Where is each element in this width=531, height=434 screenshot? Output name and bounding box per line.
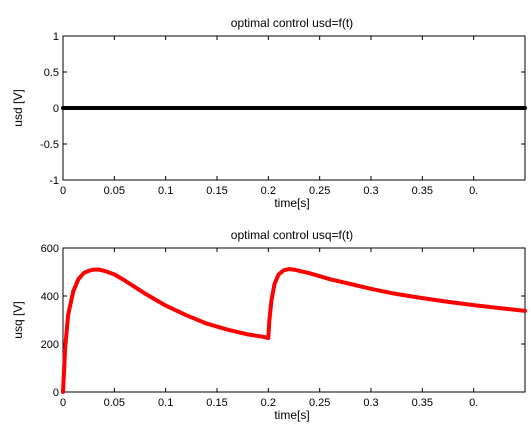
usd-y-tick-label: -0.5: [40, 139, 59, 151]
usq-x-tick-label: 0.25: [309, 397, 330, 409]
usq-x-axis-label: time[s]: [274, 408, 309, 422]
usd-x-tick-label: 0.: [469, 185, 478, 197]
usd-y-axis-label: usd [V]: [11, 89, 25, 126]
usd-x-tick-label: 0.15: [206, 185, 227, 197]
usq-x-tick-label: 0.1: [158, 397, 173, 409]
usd-x-axis-label: time[s]: [274, 196, 309, 210]
usd-x-tick-label: 0.25: [309, 185, 330, 197]
usq-y-tick-label: 0: [53, 387, 59, 399]
usq-series-line: [61, 267, 527, 394]
usq-y-tick-label: 600: [41, 243, 59, 255]
usq-chart-title: optimal control usq=f(t): [231, 228, 353, 242]
usd-x-tick-label: 0.35: [412, 185, 433, 197]
usd-x-tick-label: 0.05: [104, 185, 125, 197]
usq-x-tick-label: 0.3: [363, 397, 378, 409]
usq-y-axis-label: usq [V]: [11, 301, 25, 338]
usd-chart-title: optimal control usd=f(t): [231, 16, 353, 30]
usq-y-tick-label: 400: [41, 291, 59, 303]
usd-y-tick-label: -1: [49, 175, 59, 187]
usd-x-tick-label: 0.1: [158, 185, 173, 197]
usq-x-tick-label: 0.2: [261, 397, 276, 409]
usq-y-tick-label: 200: [41, 339, 59, 351]
usd-y-tick-label: 0: [53, 103, 59, 115]
usq-x-tick-label: 0: [60, 397, 66, 409]
usq-x-tick-label: 0.: [469, 397, 478, 409]
usd-y-tick-label: 0.5: [44, 67, 59, 79]
usq-x-tick-label: 0.15: [206, 397, 227, 409]
usd-y-tick-label: 1: [53, 31, 59, 43]
usd-x-tick-label: 0.2: [261, 185, 276, 197]
usq-plot-frame: [62, 247, 526, 393]
usd-x-tick-label: 0.3: [363, 185, 378, 197]
usq-x-tick-label: 0.35: [412, 397, 433, 409]
usq-x-tick-label: 0.05: [104, 397, 125, 409]
usd-x-tick-label: 0: [60, 185, 66, 197]
